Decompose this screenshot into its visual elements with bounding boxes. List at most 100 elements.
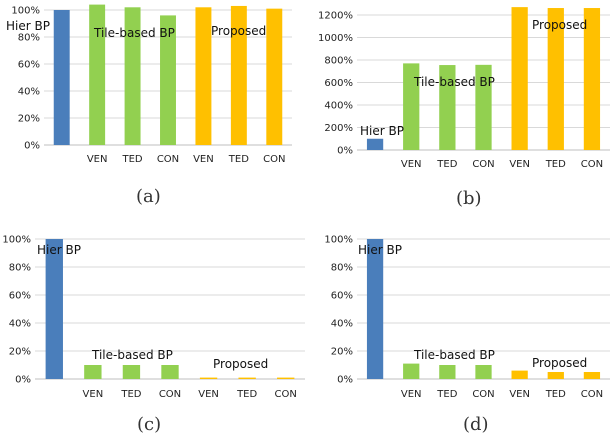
- chart-b-plot: 0% 200% 400% 600% 800% 1000% 1200% VEN TED CON VEN…: [318, 7, 610, 170]
- group-label: Proposed: [532, 18, 587, 32]
- y-tick-label: 40%: [18, 87, 40, 98]
- bar-tile-1: [89, 4, 106, 145]
- category-label: VEN: [401, 159, 422, 170]
- bar-proposed-4: [195, 7, 212, 145]
- bar-proposed-5: [547, 8, 564, 151]
- category-label: TED: [120, 389, 141, 400]
- bar-tile-1: [403, 363, 420, 379]
- chart-a-plot: 0% 20% 40% 60% 80% 100% VEN TED CON VEN TED CON Hier…: [6, 4, 292, 165]
- y-tick-label: 1000%: [318, 33, 353, 44]
- y-tick-label: 400%: [324, 101, 353, 112]
- y-tick-label: 20%: [18, 114, 40, 125]
- y-tick-label: 60%: [9, 291, 31, 302]
- category-label: CON: [581, 389, 603, 400]
- y-tick-label: 0%: [337, 146, 353, 157]
- chart-d: 0% 20% 40% 60% 80% 100% VEN TED CON VEN TED CON Hier…: [305, 221, 610, 443]
- y-tick-label: 40%: [9, 319, 31, 330]
- group-label: Tile-based BP: [91, 348, 173, 362]
- y-tick-label: 80%: [9, 263, 31, 274]
- bar-proposed-6: [266, 8, 283, 146]
- bar-proposed-6: [583, 372, 601, 379]
- bar-hier-0: [366, 138, 384, 150]
- y-tick-label: 800%: [324, 56, 353, 67]
- y-tick-label: 1200%: [318, 11, 353, 22]
- bar-tile-3: [161, 365, 179, 379]
- category-label: CON: [581, 159, 603, 170]
- bar-proposed-4: [199, 377, 218, 379]
- group-label: Hier BP: [358, 243, 402, 257]
- bar-tile-2: [439, 365, 456, 379]
- group-label: Tile-based BP: [413, 348, 495, 362]
- chart-a-label: (a): [136, 186, 161, 207]
- group-label: Hier BP: [6, 19, 50, 33]
- category-label: TED: [545, 159, 566, 170]
- y-tick-label: 100%: [2, 235, 31, 246]
- category-label: VEN: [401, 389, 422, 400]
- bar-proposed-5: [547, 372, 564, 379]
- group-label: Tile-based BP: [93, 26, 175, 40]
- category-label: TED: [228, 154, 249, 165]
- bar-proposed-6: [277, 377, 295, 379]
- category-label: CON: [159, 389, 181, 400]
- group-label: Proposed: [532, 356, 587, 370]
- chart-c: 0% 20% 40% 60% 80% 100% VEN TED CON VEN TED CON Hier…: [0, 221, 305, 443]
- chart-c-plot: 0% 20% 40% 60% 80% 100% VEN TED CON VEN TED CON Hier…: [2, 235, 305, 400]
- y-tick-label: 60%: [331, 291, 353, 302]
- category-label: TED: [436, 159, 457, 170]
- category-label: VEN: [509, 389, 530, 400]
- group-label: Hier BP: [37, 243, 81, 257]
- chart-d-label: (d): [463, 414, 489, 435]
- category-label: VEN: [509, 159, 530, 170]
- bar-tile-3: [475, 64, 492, 150]
- bar-hier-0: [53, 10, 70, 145]
- category-label: TED: [436, 389, 457, 400]
- chart-c-label: (c): [137, 414, 162, 435]
- bar-tile-3: [160, 15, 176, 146]
- group-label: Proposed: [213, 357, 268, 371]
- category-label: TED: [545, 389, 566, 400]
- bar-tile-2: [439, 65, 456, 150]
- y-tick-label: 40%: [331, 319, 353, 330]
- category-label: CON: [472, 159, 494, 170]
- group-label: Hier BP: [360, 124, 404, 138]
- category-label: VEN: [193, 154, 214, 165]
- group-label: Tile-based BP: [413, 75, 495, 89]
- y-tick-label: 0%: [337, 375, 353, 386]
- y-tick-label: 100%: [324, 235, 353, 246]
- bar-tile-1: [84, 365, 102, 379]
- y-tick-label: 0%: [24, 141, 40, 152]
- category-label: CON: [275, 389, 297, 400]
- bar-tile-1: [403, 63, 420, 150]
- category-label: CON: [157, 154, 179, 165]
- y-tick-label: 0%: [15, 375, 31, 386]
- category-label: TED: [122, 154, 143, 165]
- bar-proposed-4: [511, 7, 528, 150]
- chart-d-plot: 0% 20% 40% 60% 80% 100% VEN TED CON VEN TED CON Hier…: [324, 235, 610, 400]
- category-label: CON: [263, 154, 285, 165]
- chart-a: 0% 20% 40% 60% 80% 100% VEN TED CON VEN TED CON Hier…: [0, 0, 305, 221]
- category-label: VEN: [87, 154, 108, 165]
- bar-tile-3: [475, 365, 492, 379]
- bar-tile-2: [122, 365, 141, 379]
- group-label: Proposed: [211, 24, 266, 38]
- y-tick-label: 600%: [324, 78, 353, 89]
- bar-hier-0: [45, 239, 63, 379]
- y-tick-label: 200%: [324, 123, 353, 134]
- bar-proposed-5: [230, 5, 247, 146]
- category-label: CON: [472, 389, 494, 400]
- bar-hier-0: [366, 239, 384, 379]
- y-tick-label: 80%: [18, 33, 40, 44]
- chart-b: 0% 200% 400% 600% 800% 1000% 1200% VEN TED CON VEN…: [305, 0, 610, 221]
- bar-proposed-5: [238, 377, 256, 379]
- category-label: VEN: [198, 389, 219, 400]
- bar-tile-2: [124, 7, 141, 145]
- bar-proposed-4: [511, 370, 528, 379]
- y-tick-label: 20%: [9, 347, 31, 358]
- y-tick-label: 80%: [331, 263, 353, 274]
- bar-proposed-6: [583, 8, 601, 151]
- y-tick-label: 20%: [331, 347, 353, 358]
- chart-b-label: (b): [456, 188, 482, 209]
- category-label: TED: [236, 389, 257, 400]
- y-tick-label: 60%: [18, 60, 40, 71]
- y-tick-label: 100%: [11, 6, 40, 17]
